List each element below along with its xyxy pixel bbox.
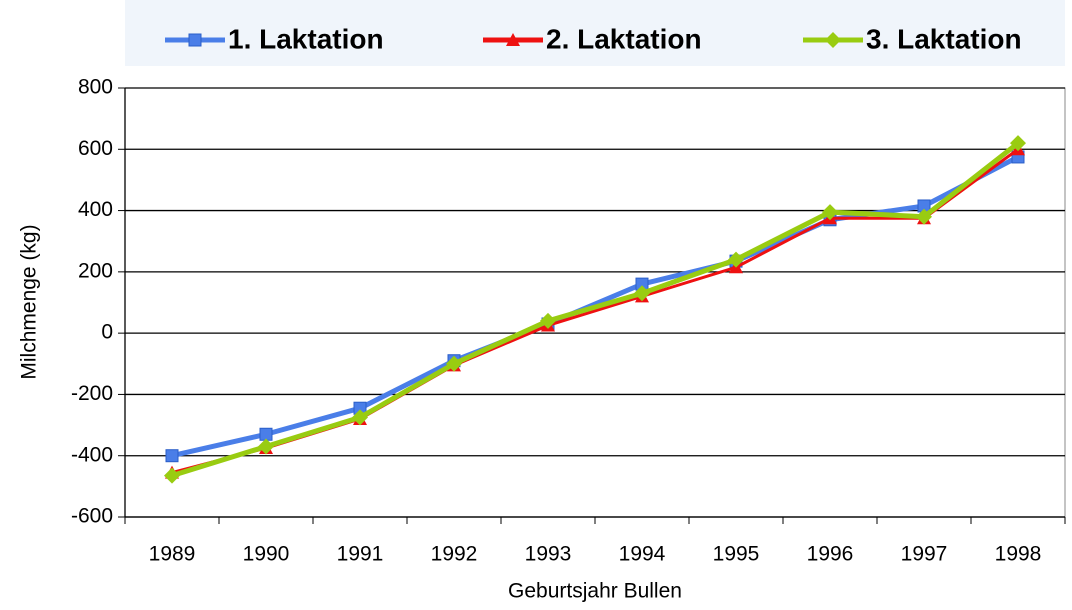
marker bbox=[1010, 135, 1026, 152]
marker bbox=[506, 33, 520, 46]
legend-label: 3. Laktation bbox=[866, 23, 1022, 54]
y-tick-label: 400 bbox=[78, 198, 113, 221]
x-tick-label: 1995 bbox=[713, 543, 760, 566]
marker bbox=[165, 449, 179, 463]
marker bbox=[540, 312, 556, 329]
legend-label: 2. Laktation bbox=[546, 23, 702, 54]
x-tick-label: 1991 bbox=[337, 543, 384, 566]
legend-label: 1. Laktation bbox=[228, 23, 384, 54]
y-tick-label: -200 bbox=[71, 382, 113, 405]
marker bbox=[916, 208, 932, 225]
x-axis-title: Geburtsjahr Bullen bbox=[508, 580, 682, 603]
x-tick-label: 1997 bbox=[901, 543, 948, 566]
marker bbox=[728, 251, 744, 268]
y-tick-label: 800 bbox=[78, 76, 113, 99]
marker bbox=[259, 427, 273, 441]
y-tick-label: -400 bbox=[71, 443, 113, 466]
x-tick-label: 1994 bbox=[619, 543, 666, 566]
x-tick-label: 1996 bbox=[807, 543, 854, 566]
marker bbox=[822, 204, 838, 221]
y-axis-title: Milchmenge (kg) bbox=[18, 224, 41, 379]
x-tick-label: 1992 bbox=[431, 543, 478, 566]
marker bbox=[634, 285, 650, 302]
legend-background bbox=[125, 0, 1065, 66]
x-tick-label: 1993 bbox=[525, 543, 572, 566]
y-tick-label: 200 bbox=[78, 259, 113, 282]
marker bbox=[825, 32, 841, 48]
y-tick-label: 600 bbox=[78, 137, 113, 160]
marker bbox=[352, 409, 368, 426]
y-tick-label: 0 bbox=[101, 321, 113, 344]
x-tick-label: 1998 bbox=[995, 543, 1042, 566]
x-tick-label: 1989 bbox=[149, 543, 196, 566]
marker bbox=[446, 355, 462, 372]
marker bbox=[258, 438, 274, 455]
marker bbox=[188, 33, 202, 47]
y-tick-label: -600 bbox=[71, 505, 113, 528]
x-tick-label: 1990 bbox=[243, 543, 290, 566]
marker bbox=[164, 467, 180, 484]
series-line bbox=[171, 141, 1020, 479]
